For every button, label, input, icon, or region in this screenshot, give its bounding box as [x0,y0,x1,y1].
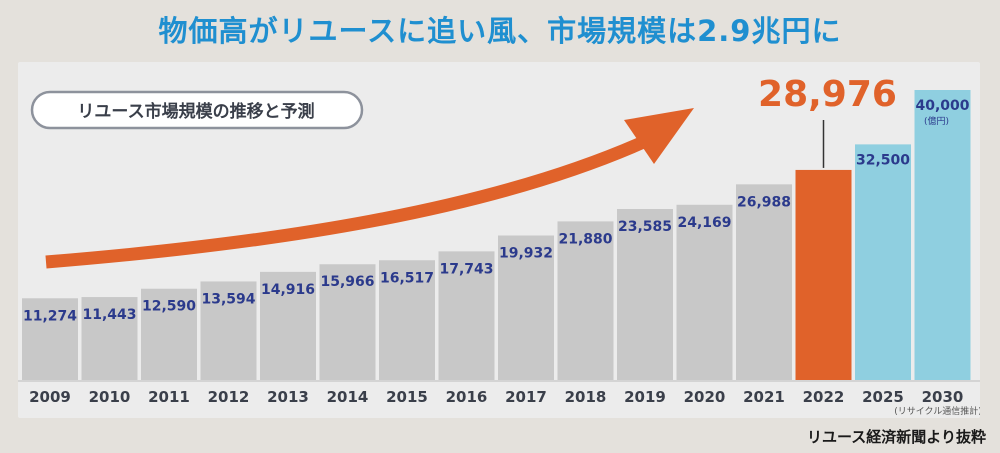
value-label-2021: 26,988 [737,194,791,210]
x-tick-label-2009: 2009 [29,388,71,406]
value-label-2025: 32,500 [856,152,910,168]
bar-chart: リユース市場規模の推移と予測 11,274 11,443 12,590 13,594 14… [18,74,980,417]
x-tick-label-2020: 2020 [684,388,726,406]
x-tick-label-2018: 2018 [565,388,607,406]
value-label-2009: 11,274 [23,308,77,324]
chart-title-pill [30,90,364,130]
bar-2019 [617,209,673,380]
x-tick-label-2025: 2025 [862,388,904,406]
bar-2018 [557,221,614,380]
bar-2017 [498,235,554,380]
chart-title: リユース市場規模の推移と予測 [77,101,314,122]
bar-2010 [81,297,138,380]
x-tick-label-2019: 2019 [624,388,666,406]
value-label-2016: 17,743 [439,261,493,277]
bar-2015 [379,260,435,380]
value-label-2010: 11,443 [82,307,136,323]
bar-2011 [141,288,197,380]
bar-2030 [914,90,971,380]
bar-2025 [855,144,911,380]
growth-arrow-shaft [45,134,651,269]
value-label-2020: 24,169 [677,215,731,231]
x-tick-label-2011: 2011 [148,388,190,406]
value-label-2017: 19,932 [499,245,553,261]
forecast-note: (リサイクル通信推計) [894,405,980,417]
growth-arrow-head [624,108,694,164]
x-tick-label-2030: 2030 [922,388,964,406]
unit-note: (億円) [924,115,949,127]
value-label-2012: 13,594 [201,291,255,307]
value-label-2014: 15,966 [320,274,374,290]
page-headline: 物価高がリユースに追い風、市場規模は2.9兆円に [158,14,842,48]
chart-panel: リユース市場規模の推移と予測 11,274 11,443 12,590 13,594 14… [18,62,980,418]
value-label-2013: 14,916 [261,282,315,298]
value-label-2030: 40,000 [915,98,969,114]
bar-2022 [795,169,852,380]
value-label-2019: 23,585 [618,219,672,235]
x-tick-label-2010: 2010 [89,388,131,406]
bar-2014 [319,264,376,380]
bar-2009 [22,298,78,380]
value-label-2018: 21,880 [558,231,612,247]
bar-2012 [200,281,257,380]
bar-2013 [260,271,316,380]
x-tick-label-2021: 2021 [743,388,785,406]
source-note: リユース経済新聞より抜粋 [807,428,986,446]
x-tick-label-2016: 2016 [446,388,488,406]
x-tick-label-2013: 2013 [267,388,309,406]
x-tick-label-2017: 2017 [505,388,547,406]
x-tick-label-2014: 2014 [327,388,369,406]
value-label-2022: 28,976 [758,74,897,115]
value-label-2011: 12,590 [142,299,196,315]
value-label-2015: 16,517 [380,270,434,286]
bar-2021 [736,184,792,380]
x-tick-label-2022: 2022 [803,388,845,406]
x-tick-label-2012: 2012 [208,388,250,406]
x-tick-label-2015: 2015 [386,388,428,406]
bar-2016 [438,251,495,380]
bar-2020 [676,204,733,380]
